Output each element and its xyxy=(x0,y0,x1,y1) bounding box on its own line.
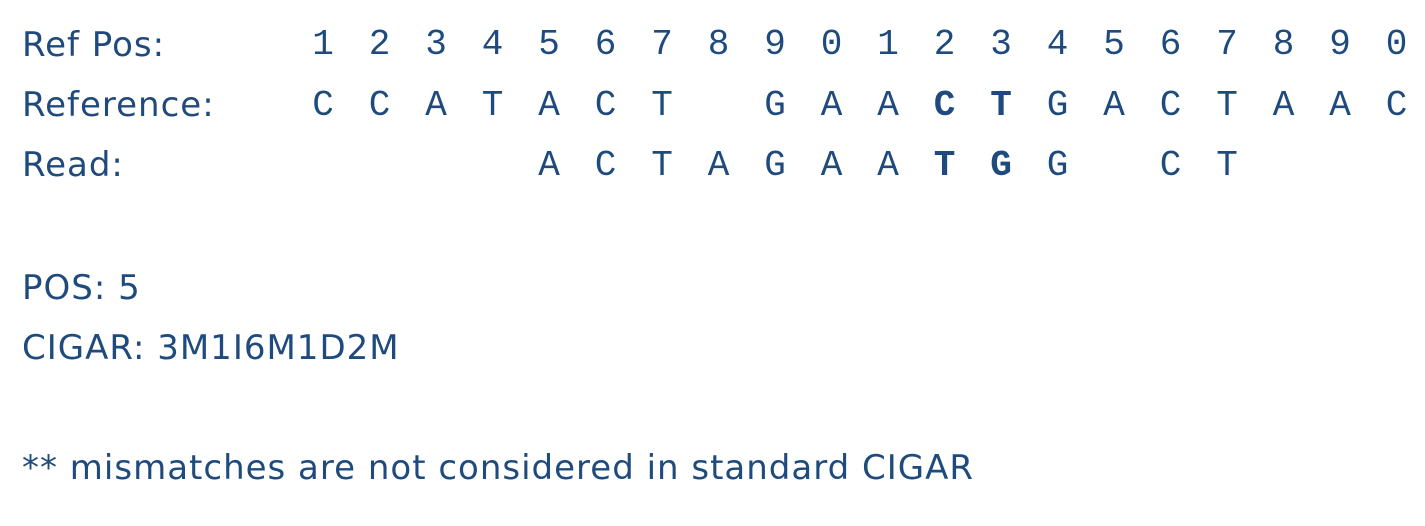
reference-base-2: C xyxy=(368,85,391,126)
reference-base-6: C xyxy=(594,85,617,126)
ref-pos-digit-4: 4 xyxy=(481,24,504,65)
read-label: Read: xyxy=(22,145,124,185)
ref-pos-digit-2: 2 xyxy=(368,24,391,65)
read-base-9: G xyxy=(764,145,786,186)
read-base-6: C xyxy=(594,145,617,186)
ref-pos-digit-13: 3 xyxy=(990,24,1012,65)
read-base-17: T xyxy=(1216,145,1238,186)
reference-base-12: C xyxy=(933,85,956,126)
ref-pos-digit-18: 8 xyxy=(1272,24,1295,65)
ref-pos-digit-1: 1 xyxy=(312,24,334,65)
reference-base-14: G xyxy=(1046,85,1069,126)
ref-pos-digit-19: 9 xyxy=(1329,24,1351,65)
reference-base-9: G xyxy=(764,85,786,126)
ref-pos-digit-15: 5 xyxy=(1103,24,1125,65)
ref-pos-digit-7: 7 xyxy=(651,24,673,65)
read-base-13: G xyxy=(990,145,1012,186)
read-base-16: C xyxy=(1159,145,1182,186)
reference-base-18: A xyxy=(1272,85,1295,126)
reference-base-13: T xyxy=(990,85,1012,126)
reference-base-4: T xyxy=(481,85,504,126)
ref-pos-digit-3: 3 xyxy=(425,24,447,65)
reference-label: Reference: xyxy=(22,85,215,125)
read-base-11: A xyxy=(877,145,899,186)
ref-pos-digit-14: 4 xyxy=(1046,24,1069,65)
reference-base-11: A xyxy=(877,85,899,126)
reference-base-17: T xyxy=(1216,85,1238,126)
read-base-12: T xyxy=(933,145,956,186)
ref-pos-digit-20: 0 xyxy=(1385,24,1408,65)
reference-base-10: A xyxy=(820,85,843,126)
ref-pos-digit-11: 1 xyxy=(877,24,899,65)
mismatch-note: ** mismatches are not considered in stan… xyxy=(22,448,974,488)
reference-base-20: C xyxy=(1385,85,1408,126)
reference-base-3: A xyxy=(425,85,447,126)
reference-base-15: A xyxy=(1103,85,1125,126)
ref-pos-digit-5: 5 xyxy=(538,24,560,65)
ref-pos-digit-17: 7 xyxy=(1216,24,1238,65)
pos-line: POS: 5 xyxy=(22,268,141,308)
ref-pos-digit-9: 9 xyxy=(764,24,786,65)
read-base-14: G xyxy=(1046,145,1069,186)
ref-pos-digit-16: 6 xyxy=(1159,24,1182,65)
ref-pos-digit-10: 0 xyxy=(820,24,843,65)
cigar-line: CIGAR: 3M1I6M1D2M xyxy=(22,328,400,368)
read-base-10: A xyxy=(820,145,843,186)
ref-pos-digit-8: 8 xyxy=(707,24,730,65)
reference-base-7: T xyxy=(651,85,673,126)
reference-base-1: C xyxy=(312,85,334,126)
ref-pos-digit-6: 6 xyxy=(594,24,617,65)
read-base-7: T xyxy=(651,145,673,186)
reference-base-19: A xyxy=(1329,85,1351,126)
ref-pos-digit-12: 2 xyxy=(933,24,956,65)
ref-pos-label: Ref Pos: xyxy=(22,25,166,65)
reference-base-5: A xyxy=(538,85,560,126)
read-base-8: A xyxy=(707,145,730,186)
read-base-5: A xyxy=(538,145,560,186)
reference-base-16: C xyxy=(1159,85,1182,126)
